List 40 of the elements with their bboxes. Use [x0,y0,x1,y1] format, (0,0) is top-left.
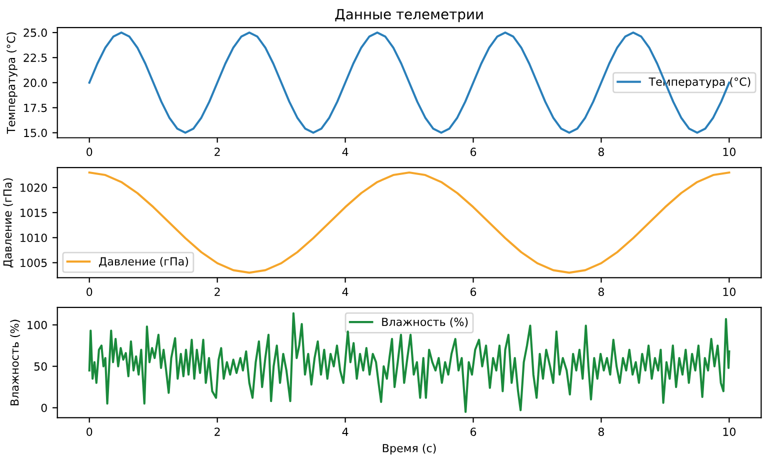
y-tick-label: 1010 [20,234,47,242]
x-tick-label: 0 [86,148,92,156]
y-tick-label: 50 [34,362,47,371]
x-tick-label: 0 [86,428,92,436]
x-tick-label: 10 [723,428,736,436]
x-tick-label: 8 [598,428,604,436]
x-tick-label: 2 [214,288,220,296]
x-axis-title: Время (с) [382,444,436,454]
x-tick-label: 8 [598,148,604,156]
x-tick-label: 0 [86,288,92,296]
x-tick-label: 4 [342,148,348,156]
legend-label: Влажность (%) [382,317,468,328]
x-tick-label: 4 [342,288,348,296]
y-tick-label: 25.0 [24,28,47,37]
y-tick-label: 0 [41,404,47,412]
x-tick-label: 2 [214,428,220,436]
y-tick-label: 22.5 [24,54,47,62]
y-tick-label: 1005 [20,258,47,268]
line-series [88,312,730,413]
x-tick-label: 10 [723,148,736,156]
x-tick-label: 8 [598,288,604,296]
x-tick-label: 4 [342,428,348,436]
y-tick-label: 1020 [20,184,47,192]
x-tick-label: 6 [470,428,476,436]
y-axis-title: Влажность (%) [10,320,20,406]
x-tick-label: 10 [723,288,736,296]
chart-title: Данные телеметрии [335,9,483,22]
x-tick-label: 6 [470,288,476,296]
y-axis-title: Давление (гПа) [3,178,14,268]
x-tick-label: 6 [470,148,476,156]
x-tick-label: 2 [214,148,220,156]
y-tick-label: 1015 [20,208,47,217]
line-series [88,171,730,274]
line-series [88,32,730,134]
y-tick-label: 15.0 [24,128,47,138]
y-axis-title: Температура (°C) [6,32,18,134]
legend-label: Давление (гПа) [99,256,188,268]
y-tick-label: 100 [28,320,47,330]
y-tick-label: 20.0 [24,78,47,88]
y-tick-label: 17.5 [24,104,47,112]
